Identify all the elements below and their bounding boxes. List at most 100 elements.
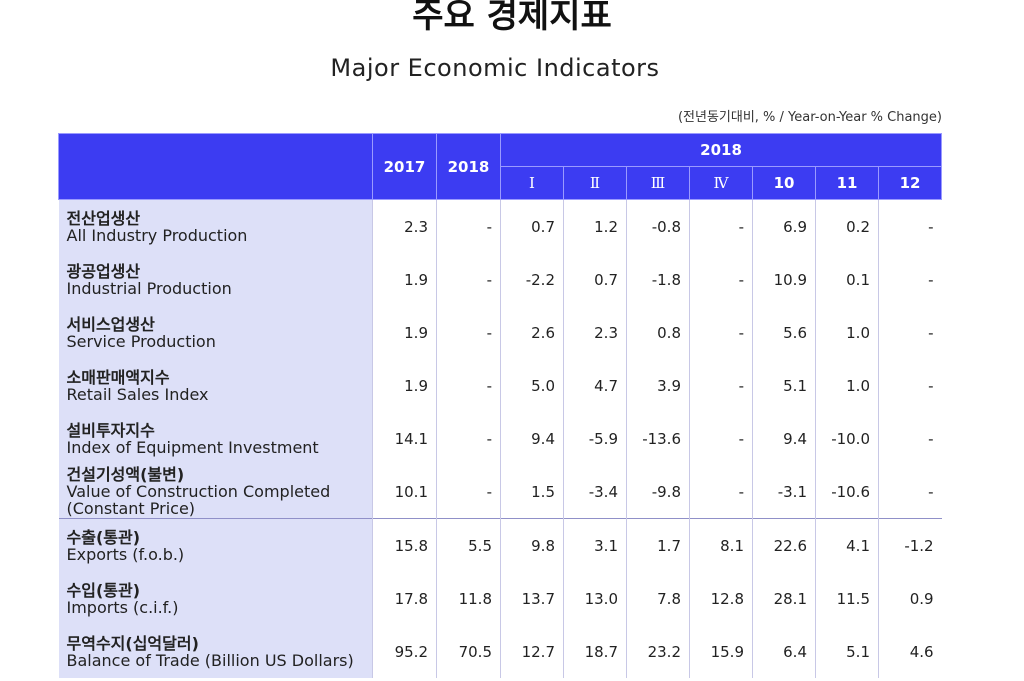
value-cell: - (689, 465, 753, 519)
period-header: Ⅳ (689, 166, 753, 200)
row-label: 수입(통관) Imports (c.i.f.) (58, 572, 373, 625)
value-cell: -10.0 (815, 412, 879, 465)
subtitle: Major Economic Indicators (330, 54, 660, 82)
value-cell: 15.9 (689, 625, 753, 678)
row-label: 서비스업생산 Service Production (58, 306, 373, 359)
english-label: Value of Construction Completed (66, 482, 331, 501)
korean-label: 수출(통관) (66, 527, 141, 547)
value-cell: - (436, 253, 501, 306)
period-header: Ⅲ (626, 166, 690, 200)
value-cell: 14.1 (372, 412, 437, 465)
english-label: Industrial Production (66, 278, 232, 298)
value-cell: 11.8 (436, 572, 501, 625)
value-cell: - (689, 306, 753, 359)
header-row: 2017 2018 2018 (58, 133, 943, 200)
table-row: 소매판매액지수 Retail Sales Index 1.9-5.0 4.7 3.9-5… (58, 359, 942, 412)
value-cell: 1.9 (372, 359, 437, 412)
value-cell: 4.1 (815, 518, 879, 572)
value-cell: - (877, 465, 942, 519)
table-row: 무역수지(십억달러) Balance of Trade (Billion US D… (58, 625, 942, 678)
value-cell: -2.2 (500, 253, 564, 306)
value-cell: 2.3 (563, 306, 627, 359)
value-cell: 6.9 (752, 199, 816, 253)
value-cell: 10.9 (752, 253, 816, 306)
row-label: 소매판매액지수 Retail Sales Index (58, 359, 373, 412)
english-label: Service Production (66, 331, 216, 351)
value-cell: 70.5 (436, 625, 501, 678)
english-label: Index of Equipment Investment (66, 437, 319, 457)
year-header: 2018 (436, 133, 501, 200)
value-cell: 12.8 (689, 572, 753, 625)
period-header: 11 (815, 166, 879, 200)
table-row: 수입(통관) Imports (c.i.f.) 17.8 11.8 13.7 13.0 7.… (58, 572, 942, 625)
value-cell: -9.8 (626, 465, 690, 519)
value-cell: 2.3 (372, 199, 437, 253)
row-label: 수출(통관) Exports (f.o.b.) (58, 518, 373, 572)
korean-label: 소매판매액지수 (66, 367, 170, 387)
value-cell: -13.6 (626, 412, 690, 465)
english-label: Retail Sales Index (66, 384, 209, 404)
value-cell: 5.1 (752, 359, 816, 412)
value-cell: 28.1 (752, 572, 816, 625)
value-cell: -10.6 (815, 465, 879, 519)
value-cell: 0.9 (877, 572, 942, 625)
korean-label: 수입(통관) (66, 580, 141, 600)
value-cell: - (436, 199, 501, 253)
value-cell: - (436, 412, 501, 465)
english-label: All Industry Production (66, 225, 248, 245)
korean-label: 서비스업생산 (66, 314, 155, 334)
value-cell: - (689, 199, 753, 253)
korean-label: 전산업생산 (66, 208, 141, 228)
value-cell: 6.4 (752, 625, 816, 678)
value-cell: 0.1 (815, 253, 879, 306)
value-cell: 3.9 (626, 359, 690, 412)
value-cell: - (877, 306, 942, 359)
value-cell: - (436, 306, 501, 359)
value-cell: 5.1 (815, 625, 879, 678)
value-cell: 1.5 (500, 465, 564, 519)
value-cell: 0.8 (626, 306, 690, 359)
period-header: Ⅱ (563, 166, 627, 200)
year-header: 2017 (372, 133, 437, 200)
value-cell: 12.7 (500, 625, 564, 678)
row-label: 건설기성액(불변) Value of Construction Completed… (58, 465, 373, 519)
value-cell: - (689, 412, 753, 465)
value-cell: - (877, 412, 942, 465)
value-cell: 0.2 (815, 199, 879, 253)
group-header: 2018 (499, 133, 943, 167)
value-cell: -5.9 (563, 412, 627, 465)
value-cell: - (436, 465, 501, 519)
value-cell: 4.7 (563, 359, 627, 412)
value-cell: 22.6 (752, 518, 816, 572)
value-cell: 5.5 (436, 518, 501, 572)
value-cell: -3.4 (563, 465, 627, 519)
value-cell: 95.2 (372, 625, 437, 678)
value-cell: 9.4 (752, 412, 816, 465)
value-cell: 4.6 (877, 625, 942, 678)
value-cell: - (689, 359, 753, 412)
value-cell: -3.1 (752, 465, 816, 519)
english-label: (Constant Price) (66, 499, 196, 518)
english-label: Exports (f.o.b.) (66, 544, 185, 564)
value-cell: - (877, 359, 942, 412)
table-body: 전산업생산 All Industry Production 2.3-0.7 1.2 -0… (58, 199, 942, 678)
period-header: 10 (752, 166, 816, 200)
value-cell: 13.7 (500, 572, 564, 625)
period-header: Ⅰ (500, 166, 564, 200)
table-header: 2017 2018 2018 Ⅰ Ⅱ Ⅲ Ⅳ 10 11 12 (58, 133, 943, 200)
indicator-table: 2017 2018 2018 Ⅰ Ⅱ Ⅲ Ⅳ 10 11 12 전산업생산 All Industr… (58, 133, 943, 678)
value-cell: 0.7 (563, 253, 627, 306)
value-cell: 5.0 (500, 359, 564, 412)
value-cell: 23.2 (626, 625, 690, 678)
table-row: 설비투자지수 Index of Equipment Investment 14.1-… (58, 412, 942, 465)
value-cell: 2.6 (500, 306, 564, 359)
row-label: 광공업생산 Industrial Production (58, 253, 373, 306)
english-label: Imports (c.i.f.) (66, 597, 179, 617)
value-cell: 1.7 (626, 518, 690, 572)
value-cell: 5.6 (752, 306, 816, 359)
row-label: 설비투자지수 Index of Equipment Investment (58, 412, 373, 465)
value-cell: - (877, 253, 942, 306)
english-label: Balance of Trade (Billion US Dollars) (66, 650, 354, 670)
value-cell: 1.9 (372, 306, 437, 359)
